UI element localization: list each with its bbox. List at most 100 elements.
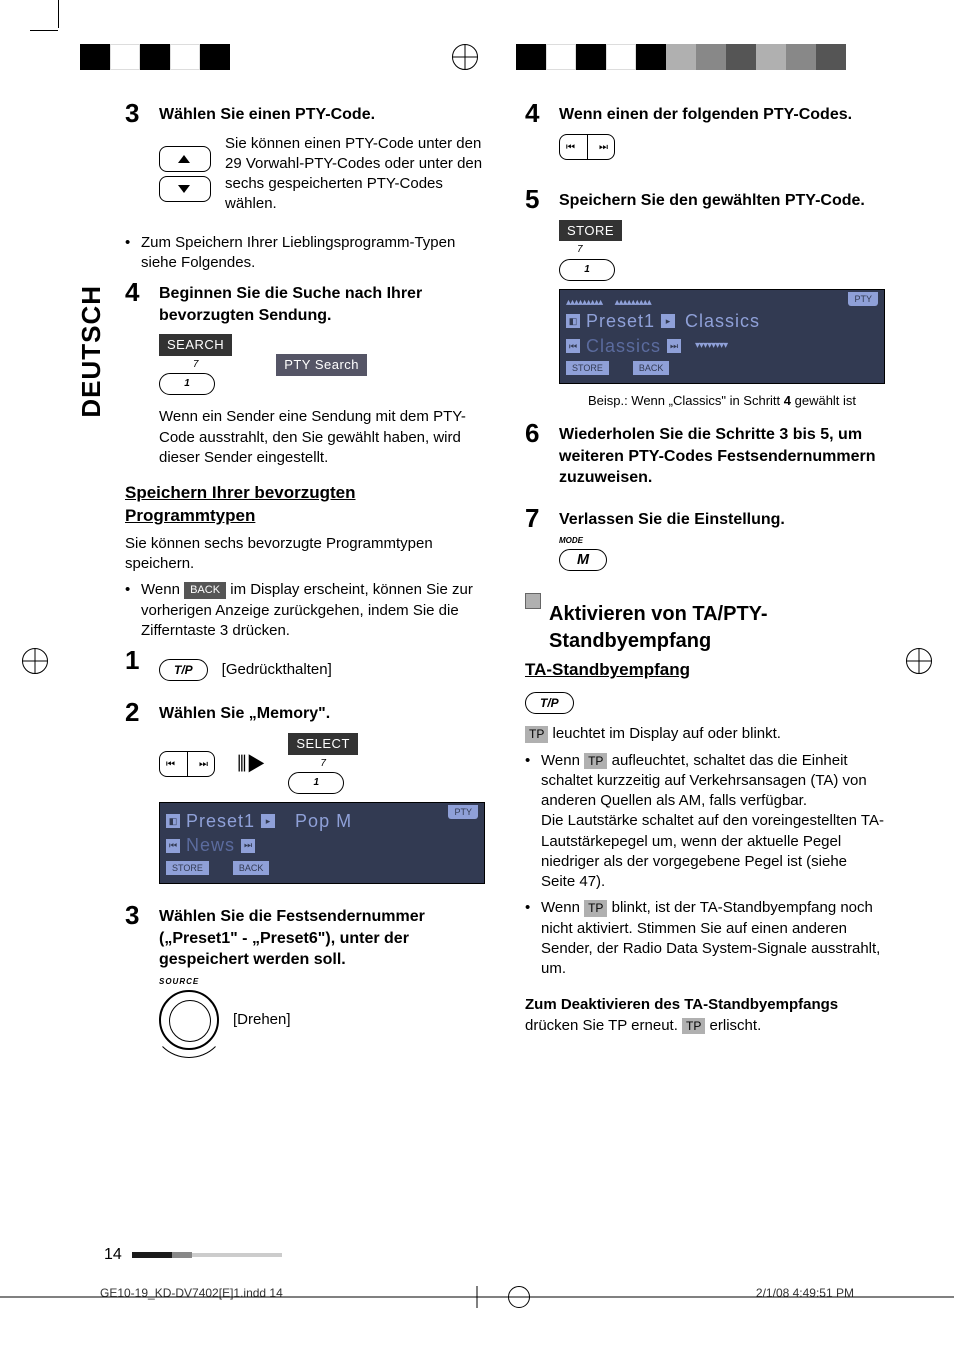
text-fragment: Wenn: [141, 581, 184, 598]
display-icon: ▸: [261, 814, 275, 828]
pty-tag: PTY: [448, 805, 478, 819]
mode-button-icon: M: [559, 549, 607, 571]
section-heading: Speichern Ihrer bevorzugten Programmtype…: [125, 482, 485, 528]
display-text: Classics: [586, 334, 661, 358]
step-text: Sie können einen PTY-Code unter den 29 V…: [225, 134, 485, 215]
display-icon: ▸: [661, 314, 675, 328]
body-text: TP leuchtet im Display auf oder blinkt.: [525, 724, 885, 744]
step-title: Beginnen Sie die Suche nach Ihrer bevorz…: [159, 283, 485, 326]
page-number-block: 14: [104, 1246, 282, 1264]
crop-mark: [58, 0, 59, 28]
registration-target-icon: [22, 648, 48, 674]
step-5r: 5 Speichern Sie den gewählten PTY-Code. …: [525, 186, 885, 410]
step-number: 3: [125, 902, 147, 1050]
caption-post: gewählt ist: [791, 393, 856, 408]
display-icon: ◧: [166, 814, 180, 828]
tp-button-icon: T/P: [159, 659, 208, 681]
step-6r: 6 Wiederholen Sie die Schritte 3 bis 5, …: [525, 420, 885, 495]
bullet: • Wenn BACK im Display erscheint, können…: [125, 580, 485, 641]
bullet-text: Wenn TP blinkt, ist der TA-Standbyempfan…: [541, 898, 885, 979]
store-label: STORE: [559, 220, 622, 242]
arrow-icon: ⦀▶: [237, 749, 266, 779]
registration-target-icon: [452, 44, 478, 70]
display-text: Pop M: [295, 809, 352, 833]
deactivate-title: Zum Deaktivieren des TA-Standbyempfangs: [525, 995, 885, 1015]
print-colorbar: [80, 44, 370, 70]
mode-label: MODE: [559, 536, 885, 547]
text-fragment: Wenn: [541, 752, 584, 769]
step-title: Verlassen Sie die Einstellung.: [559, 509, 885, 531]
preset-1-button-icon: 1: [288, 772, 344, 794]
display-text: Classics: [685, 309, 760, 333]
step-1: 1 T/P [Gedrückthalten]: [125, 647, 485, 689]
bullet: • Wenn TP blinkt, ist der TA-Standbyempf…: [525, 898, 885, 979]
preset-1-button-icon: 1: [159, 373, 215, 395]
knob-arc-icon: [151, 982, 227, 1058]
back-mini-label: BACK: [633, 361, 670, 375]
display-preview: PTY ◧ Preset1 ▸ Pop M ⏮ News ⏭ STORE: [159, 802, 485, 884]
tp-chip: TP: [682, 1018, 705, 1034]
pty-search-label: PTY Search: [276, 354, 367, 376]
store-mini-label: STORE: [566, 361, 609, 375]
back-chip: BACK: [184, 582, 226, 599]
registration-target-icon: [906, 648, 932, 674]
print-footer: GE10-19_KD-DV7402[E]1.indd 14 2/1/08 4:4…: [0, 1286, 954, 1308]
display-text: Preset1: [586, 309, 655, 333]
registration-target-icon: [508, 1286, 530, 1308]
display-dots: ▴▴▴▴▴▴▴▴▴ ▴▴▴▴▴▴▴▴▴: [566, 296, 878, 310]
step-number: 4: [125, 279, 147, 468]
bullet: • Zum Speichern Ihrer Lieblingsprogramm-…: [125, 233, 485, 274]
bullet-text: Zum Speichern Ihrer Lieblingsprogramm-Ty…: [141, 233, 485, 274]
display-icon: ⏭: [241, 839, 255, 853]
step-2: 2 Wählen Sie „Memory". ⏮ ⏭ ⦀▶ SELECT 7 1: [125, 699, 485, 892]
text-fragment: drücken Sie TP erneut.: [525, 1017, 682, 1034]
display-icon: ⏭: [667, 339, 681, 353]
display-icon: ⏮: [566, 339, 580, 353]
pty-tag: PTY: [848, 292, 878, 306]
display-dots: ▾▾▾▾▾▾▾▾: [695, 339, 727, 353]
bullet-text: Wenn TP aufleuchtet, schaltet das die Ei…: [541, 751, 885, 893]
display-text: News: [186, 833, 235, 857]
preset-1-button-icon: 1: [559, 259, 615, 281]
display-icon: ◧: [566, 314, 580, 328]
step-4r: 4 Wenn einen der folgenden PTY-Codes. ⏮ …: [525, 100, 885, 166]
crop-mark: [30, 30, 58, 31]
bullet: • Wenn TP aufleuchtet, schaltet das die …: [525, 751, 885, 893]
page-number: 14: [104, 1246, 122, 1264]
step-number: 4: [525, 100, 547, 166]
text-fragment: Wenn: [541, 899, 584, 916]
text-fragment: leuchtet im Display auf oder blinkt.: [548, 725, 781, 742]
right-column: 4 Wenn einen der folgenden PTY-Codes. ⏮ …: [525, 100, 885, 1060]
arrow-label: 7: [159, 358, 232, 372]
step-4: 4 Beginnen Sie die Suche nach Ihrer bevo…: [125, 279, 485, 468]
text-fragment: erlischt.: [705, 1017, 761, 1034]
step-title: Wählen Sie „Memory".: [159, 703, 485, 725]
step-3: 3 Wählen Sie einen PTY-Code. Sie können …: [125, 100, 485, 223]
step-number: 3: [125, 100, 147, 223]
step-title: Wählen Sie einen PTY-Code.: [159, 104, 485, 126]
prev-next-button-icon: ⏮ ⏭: [559, 134, 615, 160]
tp-chip: TP: [525, 726, 548, 742]
arrow-label: 7: [288, 757, 358, 771]
step-title: Speichern Sie den gewählten PTY-Code.: [559, 190, 885, 212]
prev-next-button-icon: ⏮ ⏭: [159, 751, 215, 777]
sub-heading: TA-Standbyempfang: [525, 659, 885, 682]
step-title: Wenn einen der folgenden PTY-Codes.: [559, 104, 885, 126]
arrow-label: 7: [577, 243, 885, 257]
step-number: 5: [525, 186, 547, 410]
step-number: 6: [525, 420, 547, 495]
text-fragment: Die Lautstärke schaltet auf den voreinge…: [541, 811, 885, 892]
print-colorbar: [516, 44, 846, 70]
step-number: 7: [525, 505, 547, 571]
display-caption: Beisp.: Wenn „Classics" in Schritt 4 gew…: [559, 392, 885, 410]
step-7r: 7 Verlassen Sie die Einstellung. MODE M: [525, 505, 885, 571]
display-icon: ⏮: [166, 839, 180, 853]
hold-label: [Gedrückthalten]: [222, 660, 332, 680]
up-down-buttons-icon: [159, 146, 211, 202]
tp-button-icon: T/P: [525, 692, 574, 714]
section-heading: Aktivieren von TA/PTY-Standbyempfang: [549, 601, 885, 655]
step-title: Wiederholen Sie die Schritte 3 bis 5, um…: [559, 424, 885, 489]
search-label: SEARCH: [159, 334, 232, 356]
display-preview: PTY ▴▴▴▴▴▴▴▴▴ ▴▴▴▴▴▴▴▴▴ ◧ Preset1 ▸ Clas…: [559, 289, 885, 385]
left-column: 3 Wählen Sie einen PTY-Code. Sie können …: [125, 100, 485, 1060]
